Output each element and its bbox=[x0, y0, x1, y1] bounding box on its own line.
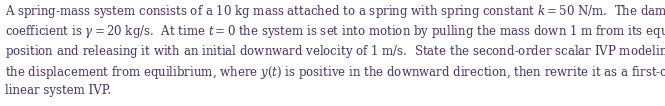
Text: position and releasing it with an initial downward velocity of 1 m/s.  State the: position and releasing it with an initia… bbox=[5, 43, 665, 60]
Text: the displacement from equilibrium, where $y(t)$ is positive in the downward dire: the displacement from equilibrium, where… bbox=[5, 64, 665, 81]
Text: linear system IVP.: linear system IVP. bbox=[5, 84, 111, 97]
Text: coefficient is $\gamma = 20$ kg/s.  At time $t = 0$ the system is set into motio: coefficient is $\gamma = 20$ kg/s. At ti… bbox=[5, 23, 665, 40]
Text: A spring-mass system consists of a 10 kg mass attached to a spring with spring c: A spring-mass system consists of a 10 kg… bbox=[5, 3, 665, 20]
